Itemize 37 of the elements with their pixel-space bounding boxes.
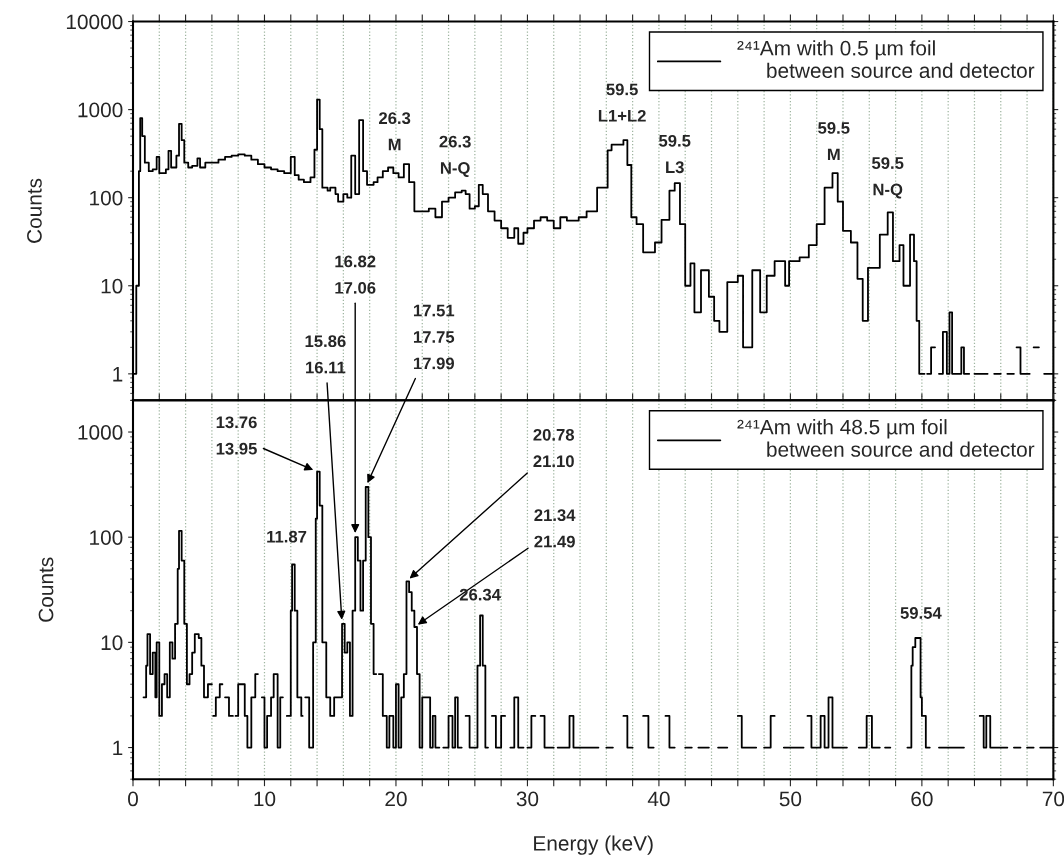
y-tick-label: 1 xyxy=(113,367,123,382)
annotation: 16.82 17.06 xyxy=(335,255,376,294)
annotation: 11.87 xyxy=(267,530,307,543)
annotation: 26.3 M xyxy=(379,112,411,151)
x-tick-label: 50 xyxy=(779,791,802,807)
y-axis-title: Counts xyxy=(38,557,54,622)
annotation: 59.54 xyxy=(900,607,942,619)
y-tick-label: 10 xyxy=(101,278,123,294)
annotation: 13.76 13.95 xyxy=(216,416,257,455)
annotation: 21.34 21.49 xyxy=(534,509,576,548)
annotation: 59.5 M xyxy=(818,122,850,161)
annotation: 59.5 N-Q xyxy=(871,157,904,199)
y-tick-label: 100 xyxy=(90,190,123,206)
annotation: 59.5 L1+L2 xyxy=(598,83,646,122)
y-tick-label: 100 xyxy=(90,530,123,545)
legend-label: ²⁴¹Am with 48.5 µm foil between source and detector xyxy=(737,419,1035,457)
y-tick-label: 1000 xyxy=(78,425,123,440)
y-tick-label: 1000 xyxy=(78,102,123,118)
annotation: 20.78 21.10 xyxy=(533,428,575,468)
legend-label: ²⁴¹Am with 0.5 µm foil between source and detector xyxy=(737,40,1035,79)
y-tick-label: 10000 xyxy=(66,14,123,30)
y-axis-title: Counts xyxy=(27,178,42,243)
y-tick-label: 10 xyxy=(101,635,123,651)
x-axis-title: Energy (keV) xyxy=(534,835,653,855)
x-tick-label: 10 xyxy=(254,791,276,807)
annotation: 59.5 L3 xyxy=(658,134,691,174)
x-tick-label: 0 xyxy=(128,791,138,807)
annotation: 15.86 16.11 xyxy=(305,335,346,374)
x-tick-label: 20 xyxy=(385,791,407,807)
y-tick-label: 1 xyxy=(113,740,123,756)
annotation: 26.3 N-Q xyxy=(439,135,471,178)
annotation: 26.34 xyxy=(459,588,501,601)
x-tick-label: 70 xyxy=(1042,791,1064,807)
x-tick-label: 60 xyxy=(911,791,933,807)
annotation: 17.51 17.75 17.99 xyxy=(413,304,455,370)
x-tick-label: 40 xyxy=(647,791,670,807)
x-tick-label: 30 xyxy=(516,791,539,807)
